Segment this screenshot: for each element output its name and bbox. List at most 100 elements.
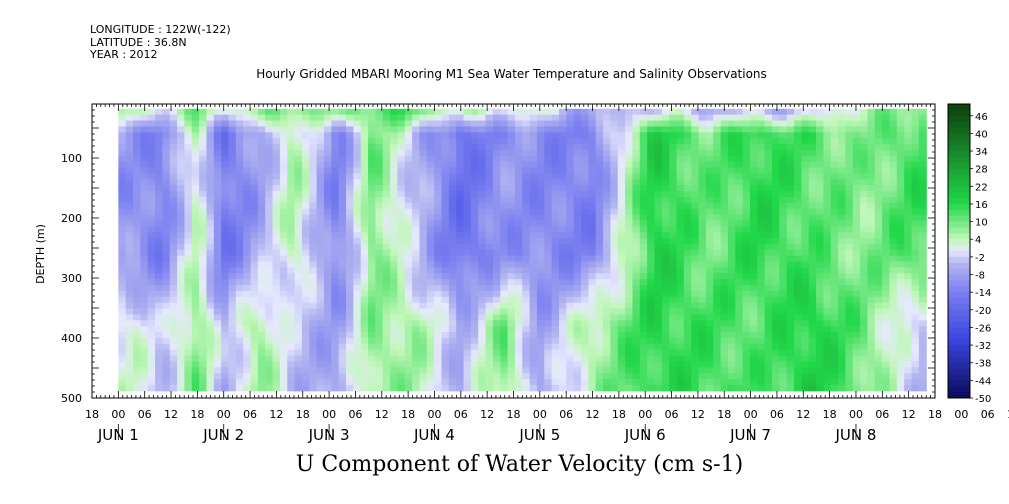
heatmap-cell [830, 343, 839, 351]
heatmap-cell [603, 144, 612, 151]
heatmap-cell [595, 343, 604, 351]
heatmap-cell [852, 367, 861, 374]
heatmap-cell [478, 314, 487, 321]
heatmap-cell [860, 208, 869, 216]
heatmap-cell [676, 149, 685, 157]
heatmap-cell [404, 302, 413, 310]
heatmap-cell [390, 173, 399, 180]
heatmap-cell [639, 355, 648, 363]
heatmap-cell [801, 167, 810, 175]
heatmap-cell [669, 220, 678, 227]
heatmap-cell [177, 285, 186, 292]
heatmap-cell [522, 379, 531, 386]
heatmap-cell [705, 120, 714, 128]
heatmap-cell [860, 384, 869, 392]
heatmap-cell [749, 302, 758, 310]
heatmap-cell [470, 173, 479, 180]
heatmap-cell [140, 220, 149, 227]
heatmap-cell [426, 120, 435, 128]
heatmap-cell [147, 167, 156, 175]
heatmap-cell [617, 361, 626, 368]
heatmap-cell [133, 126, 141, 133]
heatmap-cell [412, 267, 421, 274]
heatmap-cell [507, 120, 516, 128]
heatmap-cell [676, 208, 685, 216]
heatmap-cell [316, 326, 325, 333]
heatmap-cell [786, 302, 795, 310]
heatmap-cell [705, 161, 714, 169]
heatmap-cell [257, 202, 266, 210]
heatmap-cell [133, 120, 141, 128]
heatmap-cell [713, 208, 722, 216]
heatmap-cell [309, 144, 318, 151]
heatmap-cell [257, 138, 266, 145]
heatmap-cell [860, 114, 869, 122]
heatmap-cell [316, 220, 325, 227]
heatmap-cell [133, 114, 141, 122]
heatmap-cell [617, 267, 626, 274]
heatmap-cell [522, 161, 531, 169]
heatmap-cell [823, 214, 832, 222]
heatmap-cell [184, 290, 193, 298]
heatmap-cell [360, 238, 369, 245]
heatmap-cell [390, 126, 399, 133]
heatmap-cell [368, 185, 376, 192]
heatmap-cell [816, 255, 824, 263]
heatmap-cell [801, 355, 810, 363]
heatmap-cell [852, 167, 861, 175]
heatmap-cell [419, 126, 428, 133]
heatmap-cell [375, 126, 384, 133]
heatmap-cell [529, 273, 538, 280]
heatmap-cell [757, 320, 766, 327]
heatmap-cell [647, 384, 656, 392]
heatmap-cell [287, 326, 296, 333]
heatmap-cell [808, 308, 817, 316]
heatmap-cell [581, 314, 589, 321]
heatmap-cell [294, 373, 303, 380]
heatmap-cell [654, 126, 663, 133]
heatmap-cell [749, 161, 758, 169]
heatmap-cell [177, 114, 186, 122]
heatmap-cell [360, 208, 369, 216]
heatmap-cell [522, 208, 531, 216]
heatmap-cell [250, 179, 259, 186]
heatmap-cell [691, 126, 700, 133]
heatmap-cell [397, 185, 406, 192]
heatmap-cell [610, 108, 619, 116]
heatmap-cell [206, 114, 215, 122]
heatmap-cell [559, 361, 567, 368]
heatmap-cell [852, 155, 861, 163]
heatmap-cell [720, 155, 729, 163]
heatmap-cell [647, 302, 656, 310]
heatmap-cell [272, 155, 281, 163]
heatmap-cell [845, 214, 854, 222]
heatmap-cell [559, 290, 567, 298]
heatmap-cell [390, 138, 399, 145]
heatmap-cell [603, 367, 612, 374]
heatmap-cell [654, 384, 663, 392]
heatmap-cell [808, 196, 817, 204]
heatmap-cell [595, 155, 604, 163]
heatmap-cell [404, 290, 413, 298]
heatmap-cell [661, 285, 670, 292]
heatmap-cell [426, 238, 435, 245]
heatmap-cell [228, 185, 237, 192]
heatmap-cell [794, 343, 802, 351]
heatmap-cell [654, 238, 663, 245]
heatmap-cell [735, 326, 744, 333]
heatmap-cell [683, 279, 692, 286]
heatmap-cell [287, 126, 296, 133]
heatmap-cell [639, 296, 648, 304]
heatmap-cell [265, 173, 274, 180]
heatmap-cell [448, 367, 457, 374]
heatmap-cell [316, 114, 325, 122]
heatmap-cell [382, 161, 391, 169]
heatmap-cell [514, 208, 523, 216]
heatmap-cell [683, 144, 692, 151]
heatmap-cell [206, 349, 215, 357]
heatmap-cell [382, 285, 391, 292]
heatmap-cell [485, 337, 494, 345]
heatmap-cell [147, 196, 156, 204]
heatmap-cell [228, 243, 237, 251]
heatmap-cell [860, 238, 869, 245]
